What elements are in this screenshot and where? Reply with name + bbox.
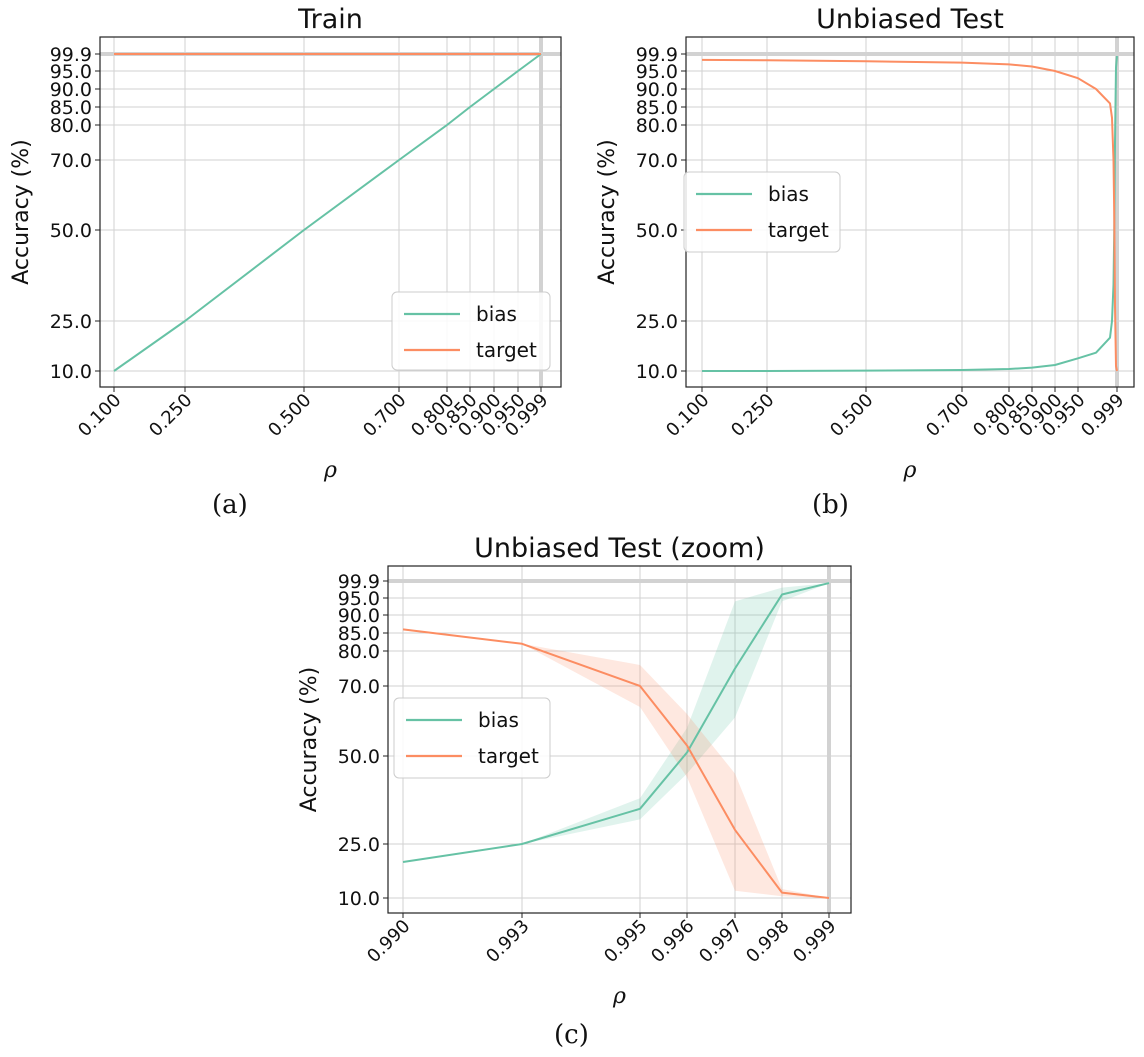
x-tick-label: 0.700 xyxy=(922,390,973,441)
y-tick-label: 70.0 xyxy=(338,676,380,698)
legend-label-target: target xyxy=(478,744,539,768)
y-tick-label: 90.0 xyxy=(338,605,380,627)
x-tick-label: 0.250 xyxy=(145,390,196,441)
caption-b: (b) xyxy=(812,490,849,520)
legend-box xyxy=(393,697,551,779)
y-tick-label: 50.0 xyxy=(338,746,380,768)
x-tick-label: 0.996 xyxy=(647,916,698,967)
y-tick-label: 10.0 xyxy=(50,361,92,383)
legend-label-target: target xyxy=(476,338,537,362)
y-tick-label: 95.0 xyxy=(338,588,380,610)
y-tick-label: 99.9 xyxy=(50,44,92,66)
y-tick-label: 70.0 xyxy=(50,150,92,172)
x-axis-label: ρ xyxy=(903,458,917,483)
band-bias xyxy=(403,583,829,862)
series-line-bias xyxy=(402,582,830,863)
x-tick-label: 0.990 xyxy=(363,916,414,967)
y-tick-label: 25.0 xyxy=(50,311,92,333)
y-axis-label: Accuracy (%) xyxy=(9,139,34,285)
x-tick-label: 0.100 xyxy=(662,390,713,441)
y-tick-label: 80.0 xyxy=(636,115,678,137)
y-tick-label: 90.0 xyxy=(636,79,678,101)
x-tick-label: 0.999 xyxy=(789,916,840,967)
y-tick-label: 70.0 xyxy=(636,150,678,172)
x-tick-label: 0.998 xyxy=(742,916,793,967)
y-axis-label: Accuracy (%) xyxy=(297,667,322,813)
y-tick-label: 85.0 xyxy=(636,97,678,119)
y-tick-label: 95.0 xyxy=(50,61,92,83)
chart-title: Unbiased Test (zoom) xyxy=(474,533,765,564)
y-axis-label: Accuracy (%) xyxy=(595,139,620,285)
x-tick-label: 0.100 xyxy=(74,390,125,441)
legend-label-bias: bias xyxy=(478,708,519,732)
y-tick-label: 95.0 xyxy=(636,61,678,83)
y-tick-label: 90.0 xyxy=(50,79,92,101)
x-tick-label: 0.997 xyxy=(695,916,746,967)
y-tick-label: 10.0 xyxy=(636,361,678,383)
y-tick-label: 99.9 xyxy=(636,44,678,66)
x-tick-label: 0.500 xyxy=(826,390,877,441)
legend-label-bias: bias xyxy=(768,182,809,206)
x-tick-label: 0.999 xyxy=(1077,390,1128,441)
series-line-target xyxy=(701,58,1118,372)
chart-title: Unbiased Test xyxy=(816,4,1004,35)
y-tick-label: 99.9 xyxy=(338,571,380,593)
legend-label-bias: bias xyxy=(476,302,517,326)
x-tick-label: 0.700 xyxy=(359,390,410,441)
chart-panel-1: 10.0 25.0 50.0 70.0 80.085.090.095.099.9 0.10… xyxy=(9,4,562,483)
chart-panel-2: 10.0 25.0 50.0 70.0 80.085.090.095.099.9 0.10… xyxy=(595,4,1135,483)
legend-box xyxy=(683,171,841,253)
x-tick-label: 0.250 xyxy=(727,390,778,441)
y-tick-label: 85.0 xyxy=(338,623,380,645)
caption-a: (a) xyxy=(212,490,248,520)
series-line-target xyxy=(402,628,830,899)
y-tick-label: 80.0 xyxy=(338,641,380,663)
plot-frame xyxy=(387,565,852,914)
x-axis-label: ρ xyxy=(323,458,337,483)
band-target xyxy=(403,629,829,898)
y-tick-label: 25.0 xyxy=(636,311,678,333)
chart-title: Train xyxy=(297,4,363,35)
legend-label-target: target xyxy=(768,218,829,242)
y-tick-label: 80.0 xyxy=(50,115,92,137)
plot-frame xyxy=(99,36,562,388)
caption-c: (c) xyxy=(554,1020,589,1050)
x-tick-label: 0.995 xyxy=(600,916,651,967)
x-axis-label: ρ xyxy=(612,984,626,1009)
x-tick-label: 0.500 xyxy=(264,390,315,441)
y-tick-label: 85.0 xyxy=(50,97,92,119)
y-tick-label: 10.0 xyxy=(338,888,380,910)
y-tick-label: 50.0 xyxy=(636,220,678,242)
x-tick-label: 0.993 xyxy=(482,916,533,967)
y-tick-label: 25.0 xyxy=(338,834,380,856)
series-line-bias xyxy=(113,53,542,372)
chart-panel-3: 10.0 25.0 50.0 70.0 80.085.090.095.099.9 0.99… xyxy=(297,533,852,1009)
y-tick-label: 50.0 xyxy=(50,220,92,242)
